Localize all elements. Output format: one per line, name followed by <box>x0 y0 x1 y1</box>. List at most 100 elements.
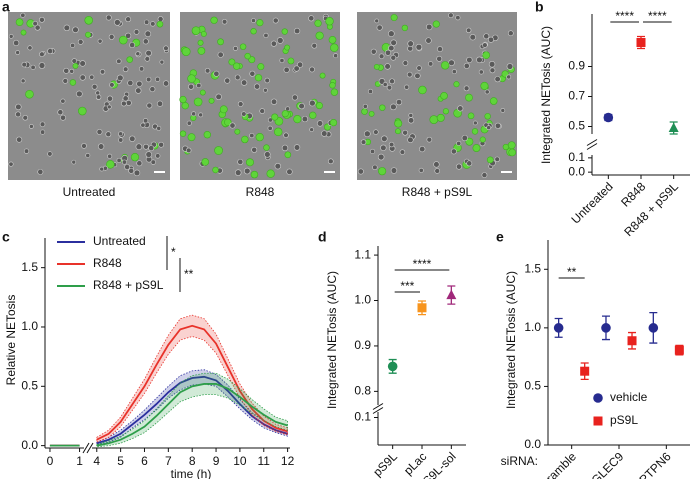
cell <box>293 65 300 72</box>
cell <box>234 74 241 81</box>
green-cell <box>361 108 368 115</box>
green-cell <box>118 35 128 45</box>
cell <box>29 124 34 129</box>
green-cell <box>84 16 93 25</box>
cell <box>281 144 289 152</box>
cell <box>22 114 29 121</box>
cell <box>40 129 46 135</box>
cell <box>327 158 334 165</box>
cell <box>237 101 244 107</box>
cell <box>95 94 102 100</box>
error-band <box>49 314 289 447</box>
axis-break <box>372 403 384 410</box>
cell <box>298 102 305 110</box>
cell <box>364 130 371 138</box>
green-cell <box>309 111 317 119</box>
marker <box>636 38 646 47</box>
cell <box>39 16 45 23</box>
green-cell <box>256 19 264 27</box>
x-axis-label: siRNA: <box>501 454 538 468</box>
cell <box>461 134 468 142</box>
x-tick-label: 9 <box>213 454 220 468</box>
cell <box>8 34 14 39</box>
cell <box>382 82 388 87</box>
cell <box>129 135 136 142</box>
green-cell <box>85 31 92 38</box>
cell <box>146 102 153 109</box>
cell <box>116 74 124 82</box>
cell <box>476 56 483 64</box>
cell <box>402 129 408 136</box>
cell <box>263 32 269 38</box>
axis-break <box>586 143 598 150</box>
error-band <box>49 372 289 448</box>
green-cell <box>254 74 263 82</box>
cell <box>97 38 103 44</box>
cell <box>133 29 140 35</box>
cell <box>373 129 379 135</box>
cell <box>357 168 364 175</box>
cell <box>127 79 134 87</box>
cell <box>483 33 490 40</box>
green-cell <box>284 44 291 51</box>
green-cell <box>429 115 439 124</box>
y-tick-label: 0.5 <box>524 379 541 393</box>
y-tick-label: 0.1 <box>354 410 371 424</box>
green-cell <box>234 128 241 135</box>
cell <box>159 59 165 65</box>
green-cell <box>281 110 289 118</box>
green-cell <box>465 137 474 146</box>
cell <box>293 144 301 151</box>
cell <box>118 131 123 137</box>
cell <box>276 37 284 44</box>
cell <box>283 66 290 73</box>
cell <box>237 158 244 165</box>
cell <box>500 108 506 113</box>
cell <box>143 143 149 150</box>
green-cell <box>379 104 386 111</box>
green-cell <box>480 81 489 90</box>
cell <box>333 53 339 59</box>
cell <box>374 18 380 24</box>
y-tick-label: 1.5 <box>21 260 38 274</box>
cell <box>20 78 26 84</box>
cell <box>97 143 105 150</box>
cell <box>221 19 228 25</box>
cell <box>142 38 149 45</box>
cell <box>481 172 488 178</box>
green-cell <box>250 28 257 35</box>
cell <box>106 95 113 102</box>
cell <box>150 159 156 165</box>
y-tick-label: 0.1 <box>568 150 585 164</box>
panel-letter: b <box>535 0 544 15</box>
x-tick-label: 10 <box>233 454 247 468</box>
cell <box>270 98 278 105</box>
cell <box>142 118 149 124</box>
green-cell <box>484 113 491 120</box>
green-cell <box>197 47 206 55</box>
cell <box>124 164 131 170</box>
cell <box>91 83 98 90</box>
y-tick-label: 1.0 <box>21 319 38 333</box>
cell <box>196 82 202 89</box>
x-tick-label: 6 <box>141 454 148 468</box>
cell <box>136 160 143 167</box>
cell <box>96 128 103 135</box>
cell <box>204 67 211 74</box>
y-tick-label: 1.0 <box>524 320 541 334</box>
green-cell <box>179 130 187 137</box>
cell <box>114 19 121 26</box>
cell <box>484 89 490 95</box>
cell <box>372 164 378 170</box>
panel-letter: c <box>2 229 10 245</box>
cell <box>395 99 403 106</box>
marker <box>580 366 590 376</box>
cell <box>105 131 112 138</box>
green-cell <box>20 29 27 36</box>
cell <box>156 100 164 107</box>
cell <box>125 100 132 106</box>
green-cell <box>293 115 302 124</box>
panel-letter: a <box>2 0 10 15</box>
green-cell <box>368 110 375 117</box>
green-cell <box>106 160 115 169</box>
